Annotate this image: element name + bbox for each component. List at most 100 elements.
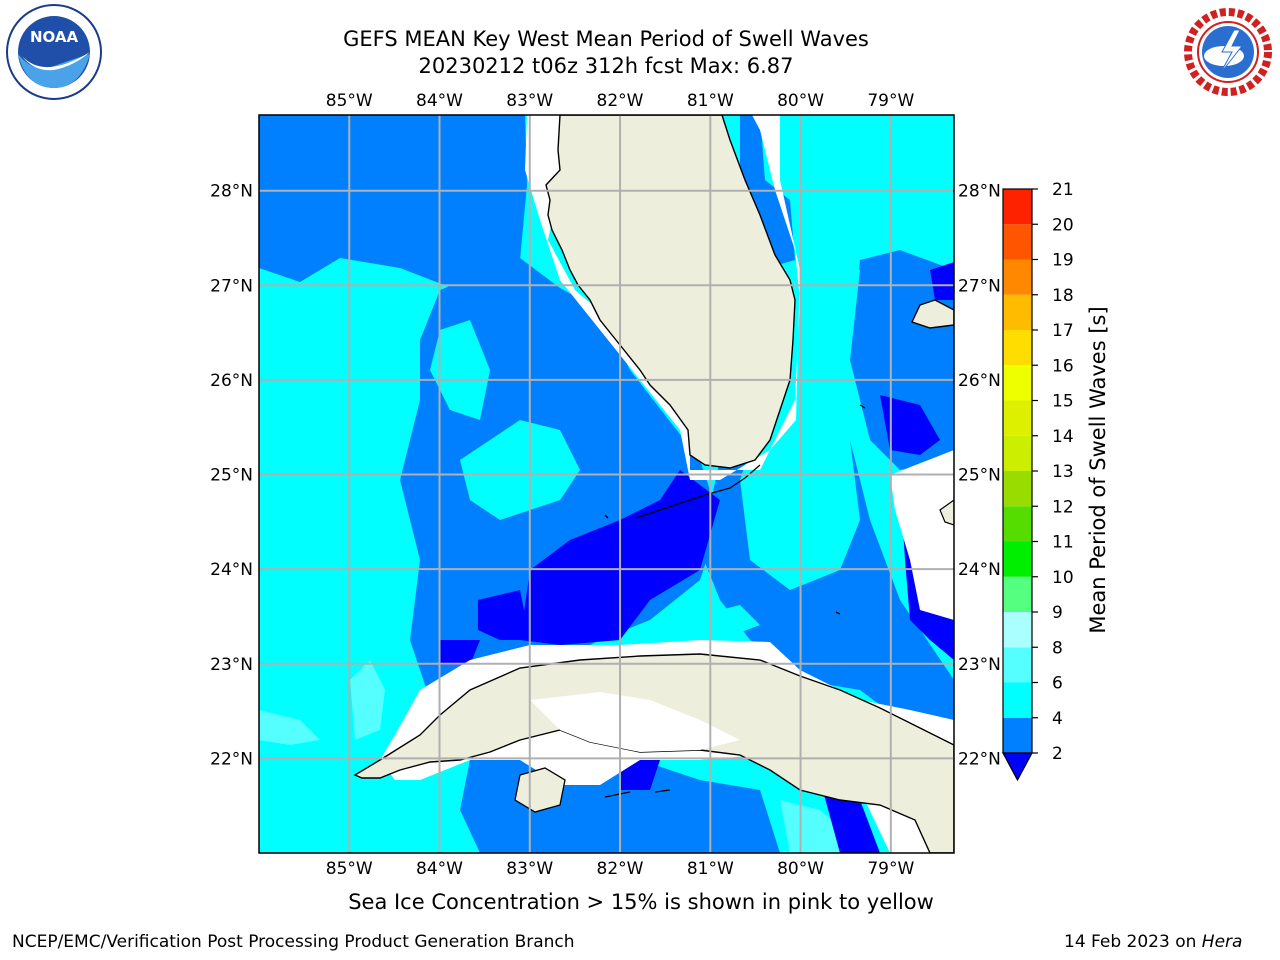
colorbar-swatch [1003, 330, 1032, 366]
colorbar-extend-triangle [1001, 752, 1034, 782]
lat-tick-label: 24°N [958, 560, 1001, 580]
colorbar-level-label: 20 [1052, 215, 1074, 235]
lat-tick-label: 25°N [958, 466, 1001, 486]
lat-tick-label: 24°N [210, 560, 253, 580]
colorbar-level-label: 17 [1052, 321, 1074, 341]
lon-tick-label: 84°W [416, 859, 463, 879]
lat-tick-label: 27°N [210, 276, 253, 296]
colorbar-swatch [1003, 576, 1032, 612]
swell-4-6-patch [430, 320, 490, 420]
colorbar-level-label: 12 [1052, 497, 1074, 517]
colorbar-swatch [1003, 541, 1032, 577]
nws-logo-icon [1182, 6, 1274, 98]
colorbar-level-label: 13 [1052, 462, 1074, 482]
isle-of-youth-land [514, 767, 566, 813]
lat-tick-label: 25°N [210, 466, 253, 486]
swell-below-2-region [930, 262, 954, 300]
swell-4-6-patch [700, 605, 760, 640]
swell-below-2-region [478, 590, 530, 640]
swell-6-8-patch [350, 660, 385, 740]
lat-tick-label: 28°N [958, 182, 1001, 202]
colorbar-level-label: 15 [1052, 392, 1074, 412]
chart-title: GEFS MEAN Key West Mean Period of Swell … [343, 27, 869, 51]
map-tick-labels: 85°W 85°W 84°W 84°W 83°W 83°W 82°W 82°W 81°W 81°W… [210, 91, 1001, 879]
swell-below-2-region [440, 640, 480, 665]
footer-date: 14 Feb 2023 on Hera [1064, 932, 1242, 952]
colorbar-swatch [1003, 612, 1032, 648]
bahamas-land [939, 499, 954, 526]
cuba-land [353, 653, 954, 853]
colorbar-swatch [1003, 682, 1032, 718]
lat-tick-label: 26°N [958, 371, 1001, 391]
lat-tick-label: 23°N [210, 655, 253, 675]
colorbar-swatch [1003, 224, 1032, 260]
colorbar-swatch [1003, 471, 1032, 507]
map-area [259, 115, 954, 853]
lon-tick-label: 85°W [326, 859, 373, 879]
lon-tick-label: 82°W [597, 91, 644, 111]
lat-tick-label: 26°N [210, 371, 253, 391]
map-gridlines [259, 115, 954, 853]
lon-tick-label: 80°W [777, 91, 824, 111]
colorbar-swatch [1003, 400, 1032, 436]
noaa-logo-text: NOAA [30, 28, 79, 46]
colorbar-swatch [1003, 259, 1032, 295]
chart-subtitle: 20230212 t06z 312h fcst Max: 6.87 [418, 54, 794, 78]
colorbar-level-label: 4 [1052, 709, 1063, 729]
colorbar-title: Mean Period of Swell Waves [s] [1086, 306, 1110, 634]
colorbar-level-label: 16 [1052, 356, 1074, 376]
nodata-region [525, 115, 800, 480]
lat-tick-label: 22°N [210, 749, 253, 769]
lon-tick-label: 85°W [326, 91, 373, 111]
lat-tick-label: 27°N [958, 276, 1001, 296]
colorbar-level-label: 9 [1052, 603, 1063, 623]
colorbar-level-label: 6 [1052, 674, 1063, 694]
colorbar-level-label: 14 [1052, 427, 1074, 447]
map-frame [258, 114, 955, 854]
swell-4-6-patch [790, 260, 860, 400]
small-cay [604, 404, 866, 798]
lon-tick-label: 84°W [416, 91, 463, 111]
lon-tick-label: 81°W [687, 859, 734, 879]
lon-tick-label: 83°W [506, 91, 553, 111]
cuba-inner [530, 692, 740, 752]
colorbar-swatch [1003, 435, 1032, 471]
colorbar-swatch [1003, 506, 1032, 542]
colorbar-level-label: 21 [1052, 180, 1074, 200]
footer-branch: NCEP/EMC/Verification Post Processing Pr… [12, 932, 575, 952]
noaa-logo-icon: NOAA [6, 4, 102, 100]
swell-below-2-region [880, 395, 940, 455]
footer-host: Hera [1201, 932, 1243, 952]
lon-tick-label: 80°W [777, 859, 824, 879]
colorbar: 2 4 6 8 9 10 11 12 13 14 15 16 17 18 19 20 21 [1001, 180, 1074, 782]
colorbar-level-label: 8 [1052, 638, 1063, 658]
colorbar-swatch [1003, 294, 1032, 330]
colorbar-level-label: 11 [1052, 533, 1074, 553]
lat-tick-label: 23°N [958, 655, 1001, 675]
footer-date-text: 14 Feb 2023 on [1064, 932, 1202, 952]
swell-6-8-patch [259, 710, 320, 745]
sea-ice-caption: Sea Ice Concentration > 15% is shown in … [348, 890, 934, 914]
nodata-region [890, 450, 954, 620]
colorbar-swatch [1003, 717, 1032, 753]
lon-tick-label: 82°W [597, 859, 644, 879]
lon-tick-label: 79°W [867, 859, 914, 879]
keys [635, 464, 761, 519]
colorbar-level-label: 19 [1052, 251, 1074, 271]
colorbar-swatch [1003, 647, 1032, 683]
colorbar-swatch [1003, 189, 1032, 225]
lon-tick-label: 81°W [687, 91, 734, 111]
lon-tick-label: 79°W [867, 91, 914, 111]
colorbar-swatch [1003, 365, 1032, 401]
swell-below-2-region [620, 760, 660, 790]
colorbar-level-label: 2 [1052, 744, 1063, 764]
swell-4-6-patch [460, 420, 580, 520]
lat-tick-label: 28°N [210, 182, 253, 202]
colorbar-level-label: 10 [1052, 568, 1074, 588]
bahamas-land [911, 299, 954, 329]
lon-tick-label: 83°W [506, 859, 553, 879]
colorbar-level-label: 18 [1052, 286, 1074, 306]
lat-tick-label: 22°N [958, 749, 1001, 769]
swell-2-4-region [259, 115, 527, 295]
